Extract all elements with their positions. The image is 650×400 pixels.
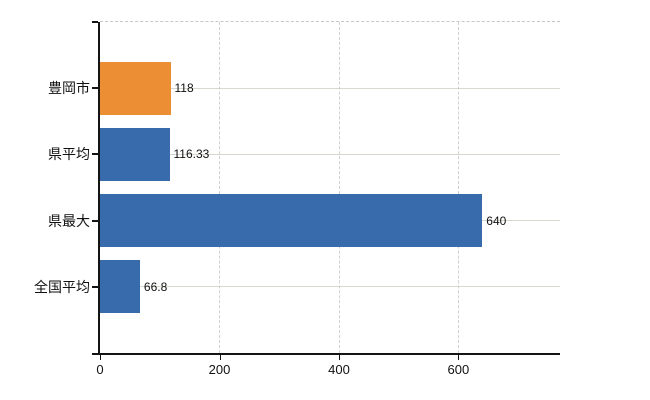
x-tick-label: 400: [328, 362, 350, 377]
vertical-gridline: [457, 22, 459, 353]
bar-0[interactable]: [100, 61, 171, 115]
category-label: 県平均: [48, 146, 90, 163]
plot-top-border: [100, 21, 560, 22]
bar-value-label: 640: [486, 213, 507, 228]
category-label: 豊岡市: [48, 80, 90, 97]
x-axis-tick: [458, 355, 460, 360]
bar-3[interactable]: [100, 260, 140, 314]
x-tick-label: 200: [208, 362, 231, 377]
category-label: 県最大: [48, 212, 90, 229]
horizontal-gridline: [100, 286, 560, 288]
horizontal-gridline: [100, 153, 560, 155]
bar-value-label: 118: [174, 81, 194, 96]
vertical-gridline: [338, 22, 340, 353]
vertical-gridline: [219, 22, 220, 353]
y-axis-boundary-tick: [92, 21, 98, 23]
bar-value-label: 66.8: [143, 279, 168, 294]
y-axis-tick: [92, 285, 98, 288]
bar-1[interactable]: [100, 127, 170, 181]
x-axis-tick: [100, 355, 101, 360]
category-label: 全国平均: [34, 278, 90, 295]
y-axis-tick: [92, 219, 98, 222]
bar-2[interactable]: [100, 194, 483, 248]
horizontal-gridline: [100, 87, 560, 89]
y-axis-line: [98, 22, 100, 355]
x-axis-line: [92, 353, 560, 355]
x-tick-label: 600: [447, 362, 470, 377]
y-axis-tick: [92, 87, 98, 90]
x-axis-tick: [219, 355, 221, 360]
x-tick-label: 0: [96, 362, 104, 377]
bar-value-label: 116.33: [173, 147, 210, 162]
x-axis-tick: [339, 355, 340, 360]
y-axis-tick: [92, 153, 98, 156]
